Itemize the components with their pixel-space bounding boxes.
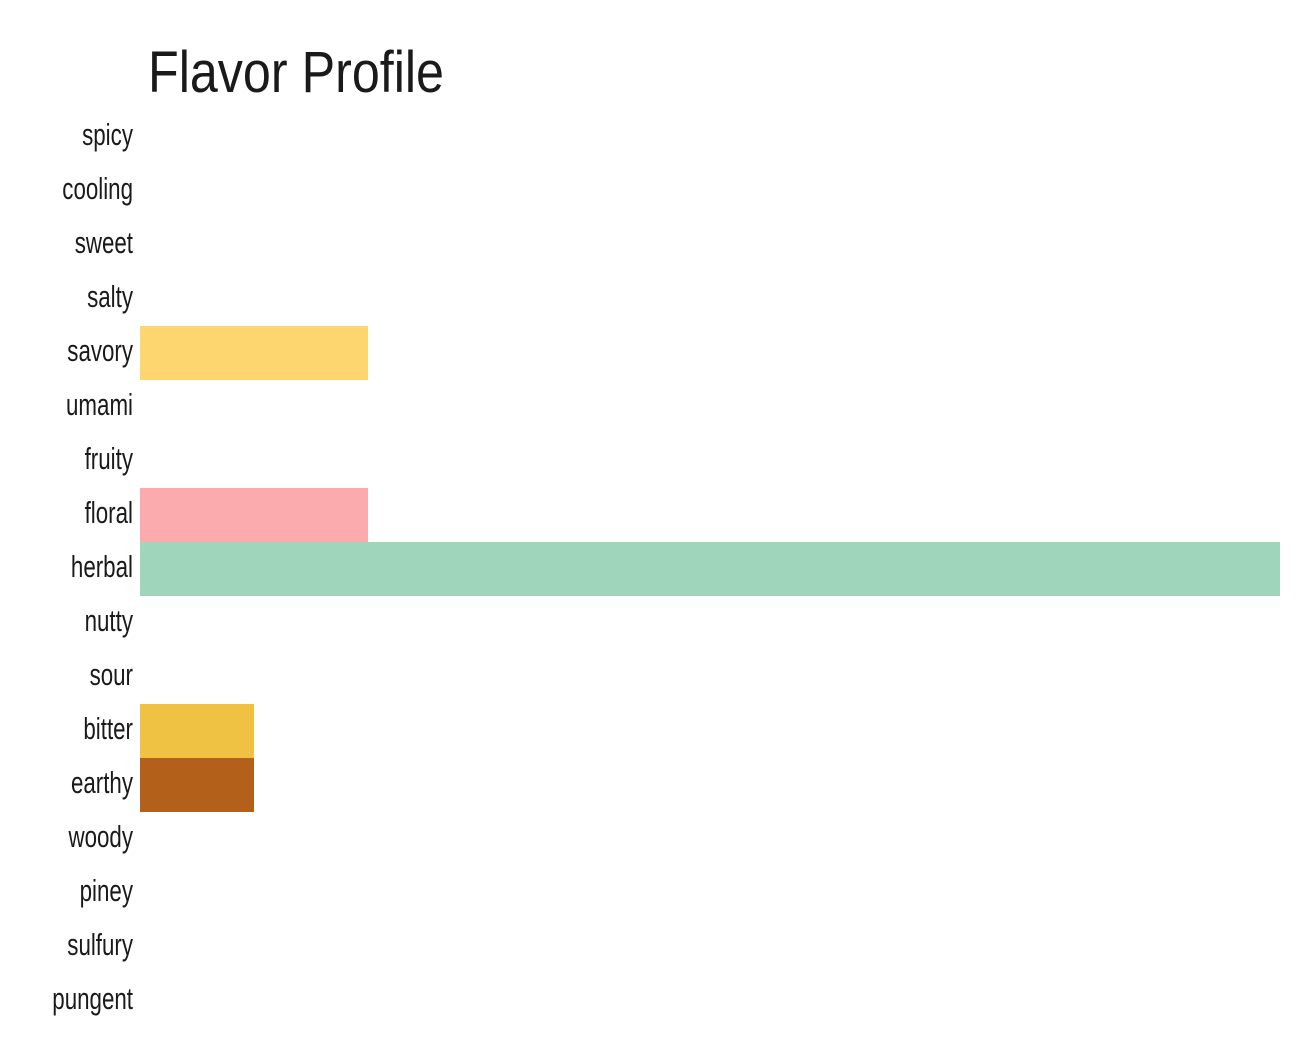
y-tick-label: fruity: [85, 441, 134, 476]
chart-title: Flavor Profile: [148, 40, 444, 105]
y-tick-label: floral: [85, 495, 133, 530]
bar: [140, 704, 254, 758]
y-tick-label: spicy: [82, 117, 133, 152]
y-tick-label: savory: [67, 333, 133, 368]
y-tick-label: sour: [90, 657, 133, 692]
y-tick-label: woody: [68, 819, 134, 854]
y-tick-label: earthy: [71, 765, 133, 800]
bar: [140, 758, 254, 812]
y-tick-label: nutty: [85, 603, 134, 638]
y-tick-label: sweet: [75, 225, 134, 260]
y-tick-label: sulfury: [67, 927, 133, 962]
bar: [140, 542, 1280, 596]
y-tick-label: herbal: [71, 549, 133, 584]
y-tick-label: pungent: [52, 981, 133, 1016]
y-tick-label: piney: [80, 873, 134, 908]
bar: [140, 326, 368, 380]
y-tick-label: salty: [87, 279, 133, 314]
y-tick-label: cooling: [62, 171, 133, 206]
y-tick-label: bitter: [83, 711, 133, 746]
y-tick-label: umami: [66, 387, 133, 422]
bar: [140, 488, 368, 542]
